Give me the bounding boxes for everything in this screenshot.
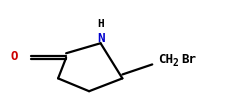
Text: 2: 2 [172,58,178,68]
Text: H: H [97,19,104,29]
Text: O: O [11,50,18,62]
Text: N: N [97,32,104,45]
Text: Br: Br [182,52,197,65]
Text: CH: CH [158,52,173,65]
